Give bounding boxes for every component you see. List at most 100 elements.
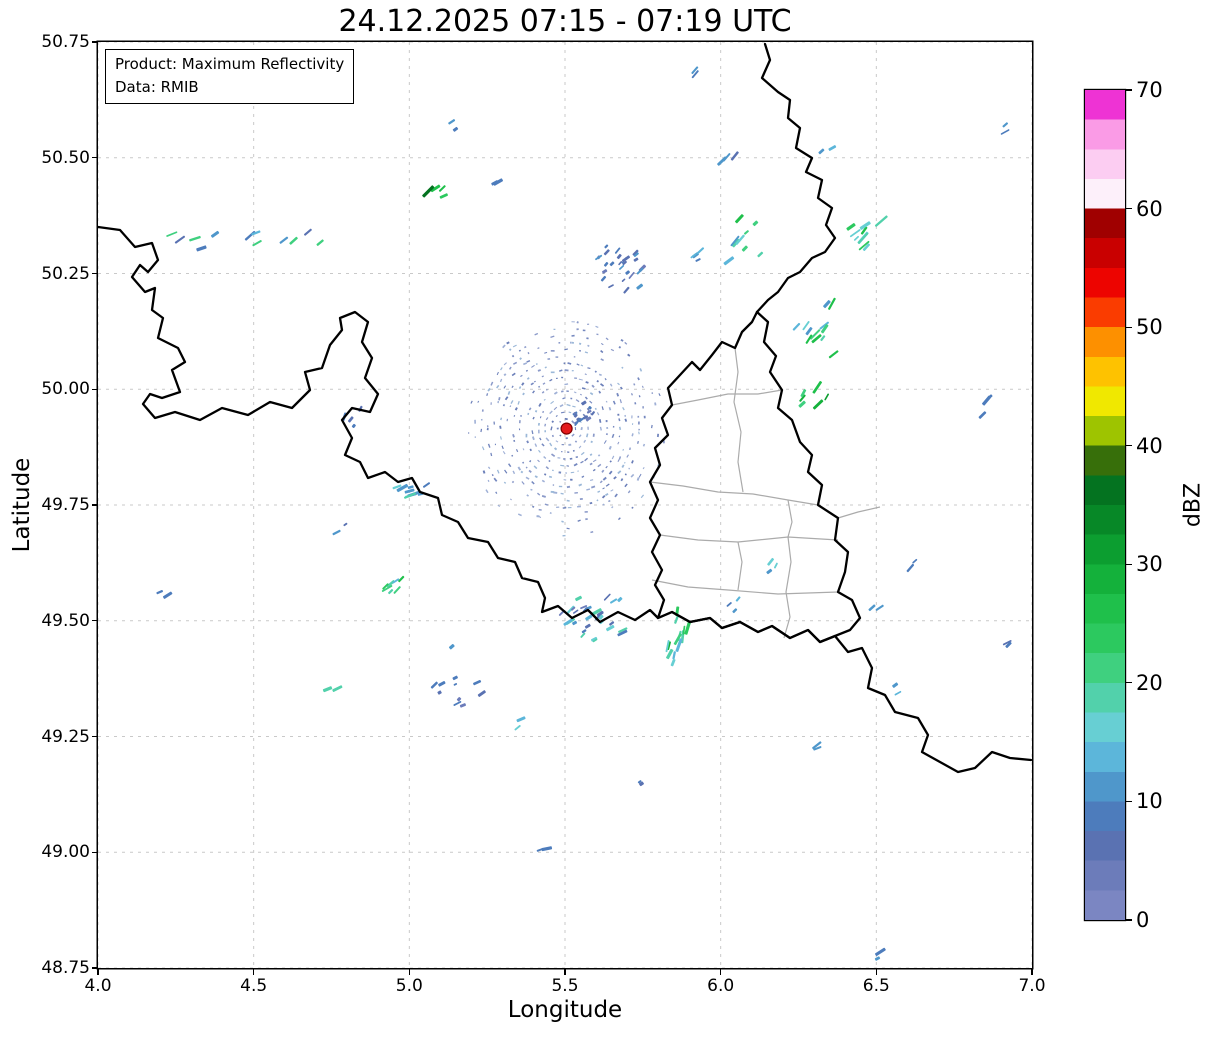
clutter-speckle [569,457,573,460]
clutter-speckle [566,527,570,530]
radar-echo [1005,641,1012,648]
y-tick-label: 50.00 [41,379,90,400]
clutter-speckle [556,427,559,430]
radar-echo [407,485,414,490]
radar-echo [752,220,759,227]
radar-echo [1002,122,1009,128]
canton-border-line [671,389,783,406]
clutter-speckle [631,460,634,464]
clutter-speckle [579,497,583,501]
radar-echo [616,253,622,260]
clutter-speckle [640,494,645,499]
radar-echo [735,596,741,602]
clutter-speckle [596,379,600,383]
clutter-speckle [553,391,558,395]
clutter-speckle [544,503,549,506]
clutter-speckle [624,483,628,488]
clutter-speckle [544,351,548,354]
radar-echo [591,608,602,616]
radar-echo [558,610,565,616]
radar-echo [1000,129,1010,135]
clutter-speckle [639,368,643,372]
clutter-speckle [581,475,585,478]
clutter-speckle [474,419,476,424]
clutter-speckle [599,480,603,484]
radar-echo [766,568,773,575]
clutter-speckle [567,451,570,454]
clutter-speckle [617,470,622,475]
clutter-speckle [624,473,627,476]
clutter-speckle [513,439,516,442]
radar-echo [730,151,739,161]
radar-echo [572,620,578,626]
radar-echo [581,629,587,634]
radar-echo [874,956,881,961]
radar-echo [422,482,431,488]
clutter-speckle [550,426,553,431]
clutter-speckle [572,405,576,408]
clutter-speckle [541,479,546,483]
clutter-speckle [520,415,522,417]
radar-echo [473,679,482,686]
clutter-speckle [585,381,589,384]
clutter-speckle [551,434,554,438]
radar-echo [717,156,727,166]
clutter-speckle [596,499,599,502]
radar-echo [875,947,886,956]
clutter-speckle [541,443,545,447]
radar-echo [174,235,186,244]
clutter-speckle [532,416,535,420]
radar-echo [388,589,394,595]
clutter-speckle [529,460,532,463]
clutter-speckle [523,362,528,366]
clutter-speckle [548,475,553,478]
clutter-speckle [512,433,515,438]
radar-echo [691,66,699,75]
clutter-speckle [510,400,514,404]
clutter-speckle [481,446,485,451]
clutter-speckle [589,453,593,456]
radar-echo [347,416,354,423]
radar-echo [811,334,822,344]
clutter-speckle [551,420,555,423]
radar-echo [582,415,589,420]
radar-echo [978,411,987,419]
clutter-speckle [502,450,506,455]
clutter-speckle [512,344,517,348]
radar-echo [894,690,902,696]
clutter-speckle [549,442,553,447]
clutter-speckle [622,407,625,411]
clutter-speckle [584,396,588,400]
radar-echo [1002,639,1012,646]
clutter-speckle [571,420,575,424]
clutter-speckle [518,349,522,352]
clutter-speckle [604,493,609,497]
clutter-speckle [550,490,555,494]
radar-echo [618,627,628,633]
radar-echo [493,178,503,186]
clutter-speckle [560,390,564,393]
radar-echo [912,558,918,564]
clutter-speckle [587,367,591,369]
clutter-speckle [619,386,623,390]
clutter-speckle [530,488,533,491]
colorbar [1085,90,1125,920]
radar-echo [332,685,343,692]
radar-echo [802,320,810,331]
clutter-speckle [495,491,498,494]
radar-echo [622,260,627,266]
radar-echo [792,322,801,331]
clutter-speckle [509,405,512,408]
clutter-speckle [511,480,515,484]
clutter-speckle [613,476,617,480]
clutter-speckle [514,407,518,411]
clutter-speckle [543,456,547,460]
radar-echo [684,621,691,635]
radar-echo [820,335,826,342]
clutter-speckle [481,409,484,412]
clutter-speckle [566,390,569,392]
clutter-speckle [571,334,575,337]
clutter-speckle [507,391,511,395]
clutter-speckle [541,375,544,378]
